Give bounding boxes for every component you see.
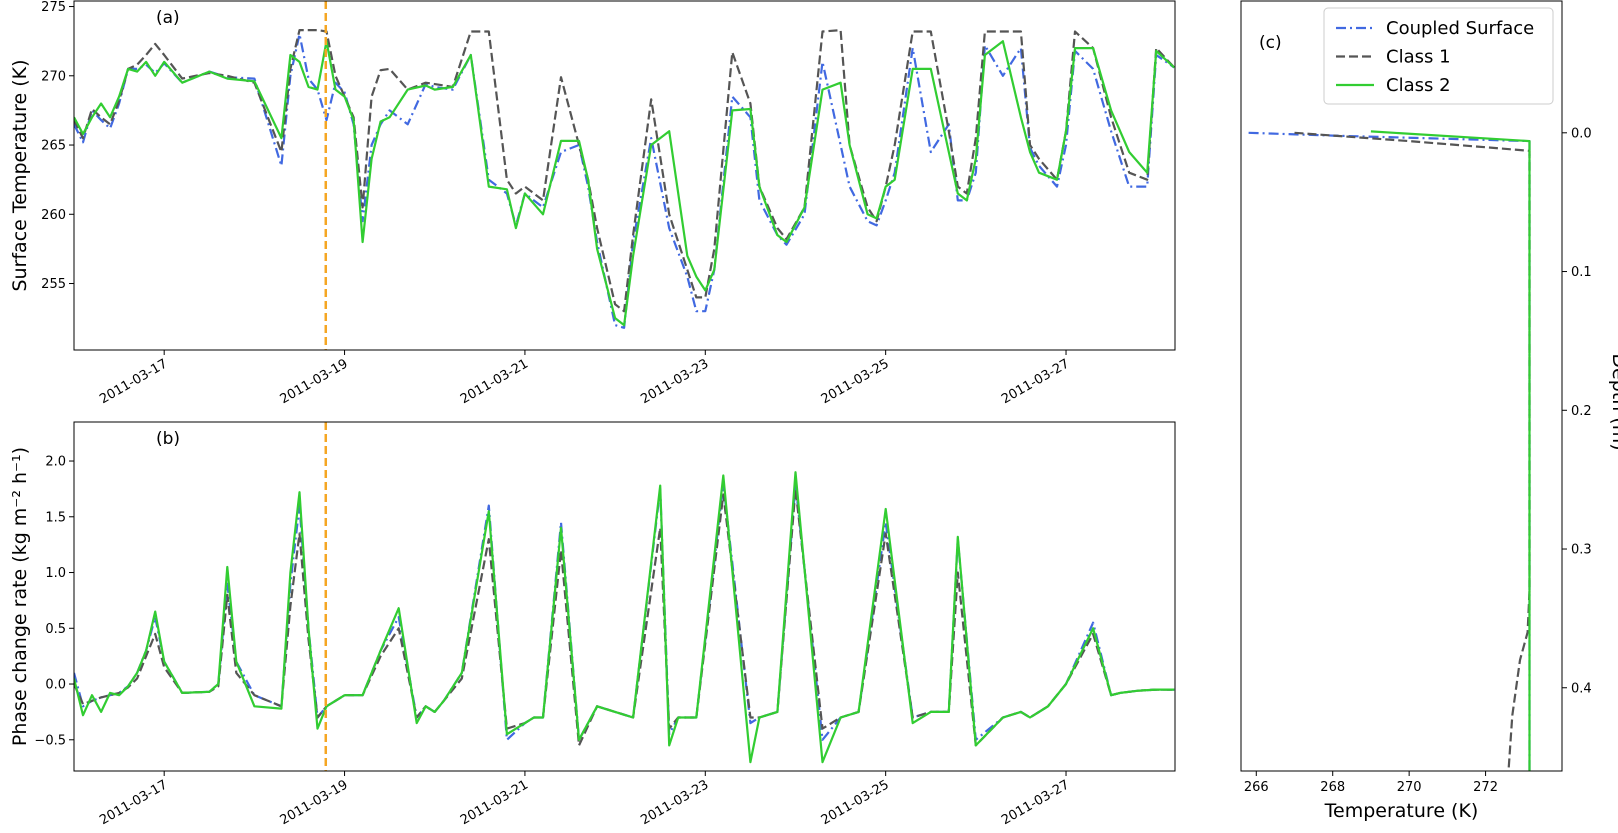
panel-b-xtick-label: 2011-03-27 — [999, 777, 1072, 828]
panel-a-ytick-label: 265 — [41, 139, 66, 154]
panel-a-xtick-label: 2011-03-27 — [999, 356, 1072, 407]
panel-a-xtick-label: 2011-03-21 — [458, 356, 531, 407]
panel-c-series — [1248, 130, 1531, 771]
panel-b-series — [74, 471, 1175, 764]
panel-c-ylabel: Depth (m) — [1608, 353, 1618, 450]
panel-b-ylabel: Phase change rate (kg m⁻² h⁻¹) — [9, 447, 31, 746]
panel-a-xtick-label: 2011-03-25 — [819, 356, 892, 407]
panel-a-xtick-label: 2011-03-23 — [638, 356, 711, 407]
panel-b-ytick-label: 1.0 — [45, 566, 66, 581]
panel-a-series-coupled-surface — [74, 33, 1175, 329]
panel-b-ytick-label: 0.0 — [45, 678, 66, 693]
panel-c-xtick-label: 266 — [1244, 780, 1269, 795]
panel-b-ytick-label: 1.5 — [45, 510, 66, 525]
panel-b-xtick-label: 2011-03-17 — [97, 777, 170, 828]
legend-frame — [1323, 7, 1554, 105]
panel-a-ytick-label: 270 — [41, 69, 66, 84]
panel-a-ytick-label: 275 — [41, 0, 66, 15]
panel-c-depth-profile: 266 268 270 272 0.0 0.1 0.2 0.3 0.4 (c) Temperat… — [1240, 0, 1618, 822]
panel-c-xtick-label: 268 — [1320, 780, 1345, 795]
panel-b-series-class-1 — [74, 487, 1175, 747]
legend-entry-class-2: Class 2 — [1386, 75, 1451, 96]
panel-a-ticks: 2011-03-17 2011-03-19 2011-03-21 2011-03-23… — [41, 0, 1072, 407]
panel-b-ticks: 2011-03-17 2011-03-19 2011-03-21 2011-03-23… — [34, 455, 1072, 829]
panel-c-ytick-label: 0.2 — [1571, 404, 1592, 419]
panel-c-ticks: 266 268 270 272 0.0 0.1 0.2 0.3 0.4 — [1244, 126, 1592, 795]
panel-a-temperature-timeseries: 2011-03-17 2011-03-19 2011-03-21 2011-03-23… — [9, 0, 1176, 407]
panel-c-xlabel: Temperature (K) — [1324, 800, 1479, 822]
panel-c-ytick-label: 0.3 — [1571, 543, 1592, 558]
panel-b-xtick-label: 2011-03-21 — [458, 777, 531, 828]
panel-b-xtick-label: 2011-03-25 — [819, 777, 892, 828]
panel-a-ytick-label: 260 — [41, 208, 66, 223]
panel-b-ytick-label: 0.5 — [45, 622, 66, 637]
panel-b-frame — [73, 421, 1176, 772]
panel-b-label: (b) — [156, 429, 180, 449]
panel-c-ytick-label: 0.1 — [1571, 265, 1592, 280]
legend: Coupled Surface Class 1 Class 2 — [1323, 7, 1554, 105]
panel-c-series-class-1 — [1294, 131, 1531, 771]
panel-c-series-class-2 — [1370, 130, 1531, 771]
panel-b-phase-change-timeseries: 2011-03-17 2011-03-19 2011-03-21 2011-03-23… — [9, 421, 1176, 829]
panel-c-frame — [1240, 0, 1563, 772]
panel-c-xtick-label: 272 — [1473, 780, 1498, 795]
panel-a-ytick-label: 255 — [41, 277, 66, 292]
panel-a-series-class-2 — [74, 40, 1175, 327]
panel-a-xtick-label: 2011-03-19 — [278, 356, 351, 407]
panel-b-xtick-label: 2011-03-23 — [638, 777, 711, 828]
legend-entry-class-1: Class 1 — [1386, 47, 1451, 68]
panel-c-series-coupled-surface — [1248, 131, 1531, 771]
panel-b-xtick-label: 2011-03-19 — [278, 777, 351, 828]
panel-c-ytick-label: 0.4 — [1571, 681, 1592, 696]
panel-c-ytick-label: 0.0 — [1571, 126, 1592, 141]
legend-entry-coupled-surface: Coupled Surface — [1386, 18, 1534, 39]
panel-a-series — [74, 29, 1175, 329]
panel-a-frame — [73, 0, 1176, 351]
panel-c-xtick-label: 270 — [1397, 780, 1422, 795]
panel-a-series-class-1 — [74, 29, 1175, 313]
panel-b-series-coupled-surface — [74, 482, 1175, 741]
panel-c-label: (c) — [1259, 33, 1282, 53]
panel-b-ytick-label: 2.0 — [45, 455, 66, 470]
panel-a-xtick-label: 2011-03-17 — [97, 356, 170, 407]
panel-b-ytick-label: −0.5 — [34, 733, 66, 748]
panel-b-series-class-2 — [74, 471, 1175, 764]
panel-a-label: (a) — [156, 8, 180, 28]
panel-a-ylabel: Surface Temperature (K) — [9, 59, 31, 291]
